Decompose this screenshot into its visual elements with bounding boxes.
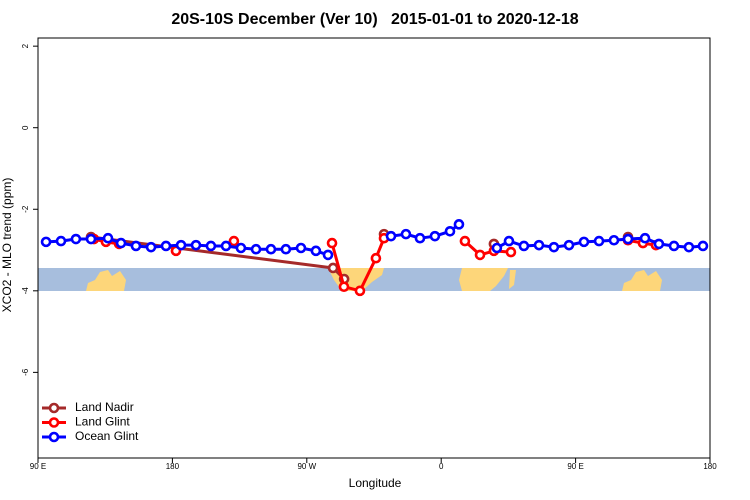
x-tick-label: 90 E [30,462,46,471]
data-point [102,232,114,244]
x-tick-label: 90 W [297,462,316,471]
legend-marker [48,402,60,414]
y-tick-label: -6 [21,368,30,376]
data-point [327,262,339,274]
data-point [518,240,530,252]
data-point [622,233,634,245]
data-point [668,240,680,252]
data-point [265,243,277,255]
data-point [459,235,471,247]
data-point [130,240,142,252]
y-axis-label: XCO2 - MLO trend (ppm) [0,178,14,313]
data-point [220,240,232,252]
data-point [697,240,709,252]
data-point [563,239,575,251]
data-point [503,235,515,247]
data-point [354,285,366,297]
data-point [414,232,426,244]
data-point [322,249,334,261]
legend-marker [48,431,60,443]
data-point [40,236,52,248]
data-point [491,242,503,254]
land-africa [459,268,508,291]
y-tick-label: -4 [21,287,30,295]
data-point [505,246,517,258]
data-point [145,241,157,253]
plot-frame [37,37,711,459]
legend-label: Ocean Glint [75,429,139,443]
data-point [55,235,67,247]
y-tick-label: 2 [21,43,30,48]
data-point [85,233,97,245]
legend-label: Land Glint [75,415,130,429]
data-point [400,228,412,240]
data-point [533,239,545,251]
data-point [310,245,322,257]
x-tick-label: 90 E [567,462,583,471]
data-point [160,240,172,252]
data-point [280,243,292,255]
data-point [295,242,307,254]
land-australia [86,270,126,291]
data-point [370,252,382,264]
data-point [429,230,441,242]
data-point [608,234,620,246]
map-strip [38,268,710,291]
data-point [653,238,665,250]
y-tick-label: 0 [21,125,30,130]
land-australia [622,270,662,291]
data-point [235,242,247,254]
legend-marker [48,417,60,428]
y-tick-label: -2 [21,205,30,213]
data-point [205,240,217,252]
data-point [444,225,456,237]
land-madagascar [509,270,516,289]
data-point [326,237,338,249]
data-point [385,230,397,242]
data-point [593,235,605,247]
legend-label: Land Nadir [75,400,134,414]
x-tick-label: 0 [439,462,444,471]
data-point [250,243,262,255]
data-point [175,239,187,251]
x-tick-label: 180 [166,462,180,471]
x-tick-label: 180 [703,462,717,471]
data-point [115,237,127,249]
data-point [578,236,590,248]
data-point [338,281,350,293]
data-point [190,239,202,251]
data-point [683,241,695,253]
data-point [228,235,240,247]
data-point [548,241,560,253]
data-point [639,232,651,244]
x-axis-label: Longitude [349,476,402,490]
data-point [453,219,465,230]
chart-title: 20S-10S December (Ver 10) 2015-01-01 to … [171,11,578,28]
data-point [474,249,486,261]
data-point [70,233,82,245]
